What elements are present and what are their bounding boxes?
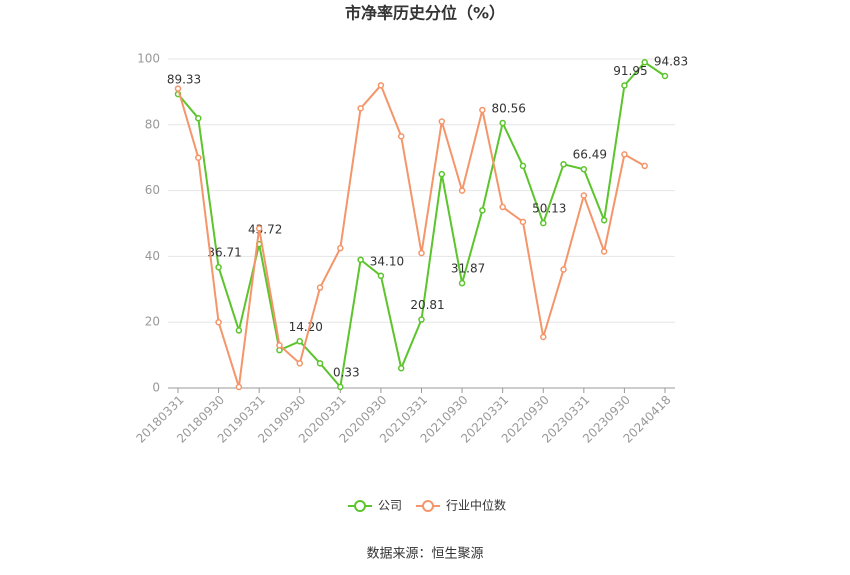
y-tick-label: 40: [145, 249, 160, 263]
legend-label: 行业中位数: [446, 498, 506, 513]
data-point: [499, 119, 506, 127]
y-tick-label: 20: [145, 315, 160, 329]
data-label: 66.49: [573, 148, 607, 162]
source: 数据来源：恒生聚源: [366, 547, 483, 562]
data-label: 31.87: [451, 262, 485, 276]
data-point: [316, 360, 324, 367]
data-label: 50.13: [532, 202, 566, 216]
data-point: [174, 85, 182, 92]
data-point: [397, 365, 405, 372]
series-line: [177, 83, 646, 388]
data-point: [519, 162, 527, 170]
data-point: [195, 154, 202, 161]
y-tick-label: 0: [152, 381, 160, 395]
data-point: [540, 333, 547, 341]
data-point: [397, 133, 405, 140]
data-point: [458, 187, 466, 194]
legend-marker: [422, 500, 435, 512]
data-label: 89.33: [167, 73, 201, 87]
data-label: 0.33: [333, 365, 360, 379]
data-label: 14.20: [289, 320, 323, 334]
data-point: [580, 192, 588, 199]
data-point: [661, 72, 669, 80]
data-point: [540, 219, 547, 227]
data-label: 80.56: [491, 101, 525, 115]
data-point: [418, 316, 425, 323]
data-point: [438, 118, 446, 125]
data-point: [235, 327, 243, 334]
data-point: [215, 318, 222, 326]
data-point: [519, 218, 527, 226]
data-point: [377, 82, 385, 89]
data-point: [458, 279, 466, 287]
data-point: [377, 272, 385, 280]
data-label: 20.81: [410, 298, 444, 312]
data-label: 94.83: [654, 55, 688, 69]
data-point: [357, 256, 364, 263]
data-point: [499, 203, 506, 211]
data-point: [479, 106, 486, 114]
data-label: 43.72: [248, 223, 282, 237]
data-point: [580, 165, 588, 173]
data-point: [560, 161, 567, 168]
y-tick-label: 60: [145, 183, 160, 197]
data-point: [438, 170, 446, 178]
data-point: [479, 207, 486, 214]
data-point: [641, 162, 648, 170]
data-point: [296, 360, 303, 367]
data-point: [276, 341, 283, 349]
data-point: [560, 266, 567, 273]
data-point: [195, 114, 202, 122]
data-label: 34.10: [370, 254, 404, 268]
legend-label: 公司: [378, 499, 402, 513]
data-point: [255, 225, 263, 232]
data-label: 91.95: [613, 64, 647, 78]
data-point: [296, 338, 303, 345]
data-point: [621, 82, 628, 89]
data-point: [316, 284, 324, 291]
legend-marker: [354, 500, 366, 512]
data-point: [357, 105, 364, 112]
y-tick-label: 100: [137, 52, 160, 66]
chart-title: 市净率历史分位（%）: [345, 4, 505, 23]
data-point: [337, 244, 344, 252]
data-point: [235, 383, 243, 391]
data-point: [621, 151, 628, 158]
data-point: [337, 383, 344, 391]
data-label: 36.71: [207, 246, 241, 260]
data-point: [641, 59, 648, 66]
y-tick-label: 80: [145, 117, 160, 131]
data-point: [600, 216, 608, 224]
data-point: [600, 248, 608, 255]
data-point: [215, 263, 222, 271]
data-point: [418, 249, 425, 257]
